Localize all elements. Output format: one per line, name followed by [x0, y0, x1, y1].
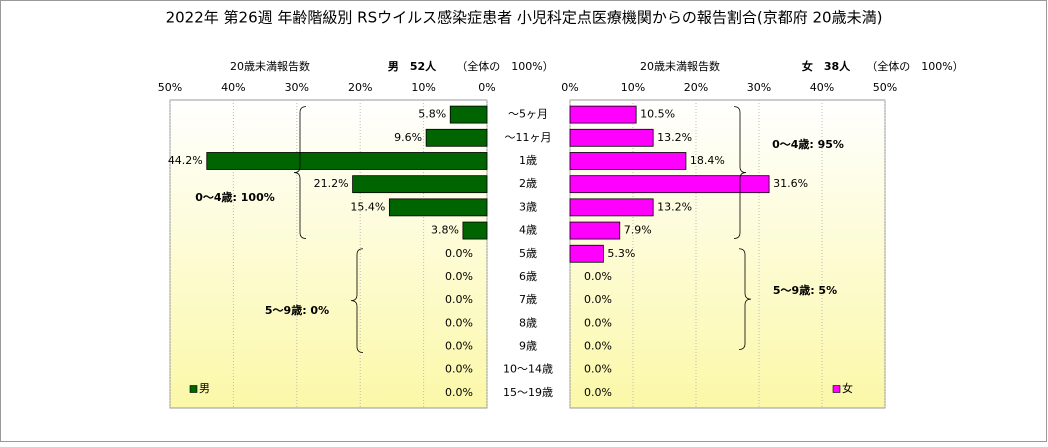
legend-swatch: [832, 385, 841, 393]
category-label: 8歳: [519, 316, 537, 329]
x-tick-label: 40%: [810, 81, 834, 94]
bar: [569, 105, 637, 124]
data-label: 31.6%: [773, 177, 808, 190]
annotation: 5～9歳: 5%: [773, 283, 837, 297]
data-label: 15.4%: [350, 200, 385, 213]
bar: [569, 244, 604, 263]
data-label: 10.5%: [640, 108, 675, 121]
bar: [425, 128, 488, 147]
category-label: 7歳: [519, 293, 537, 306]
data-label: 0.0%: [445, 316, 473, 329]
x-tick-label: 0%: [561, 81, 578, 94]
x-tick-label: 10%: [621, 81, 645, 94]
category-label: 5歳: [519, 247, 537, 260]
category-label: 2歳: [519, 177, 537, 190]
bar: [352, 175, 488, 194]
axis-label: 20歳未満報告数: [640, 60, 720, 73]
bar: [569, 198, 654, 217]
data-label: 5.3%: [607, 247, 635, 260]
data-label: 0.0%: [584, 316, 612, 329]
chart-title: 2022年 第26週 年齢階級別 RSウイルス感染症患者 小児科定点医療機関から…: [166, 9, 883, 27]
category-label: 15～19歳: [503, 386, 553, 399]
data-label: 0.0%: [445, 247, 473, 260]
bar: [206, 152, 488, 170]
bar: [462, 221, 488, 240]
category-label: 6歳: [519, 270, 537, 283]
data-label: 3.8%: [431, 224, 459, 237]
category-label: 9歳: [519, 340, 537, 353]
category-label: ～5ヶ月: [508, 108, 548, 121]
brace: [293, 106, 307, 239]
data-label: 0.0%: [445, 363, 473, 376]
x-tick-label: 10%: [411, 81, 435, 94]
annotation: 0～4歳: 100%: [195, 190, 275, 204]
data-label: 0.0%: [584, 363, 612, 376]
legend-swatch: [189, 385, 198, 393]
brace: [738, 248, 752, 350]
brace: [350, 248, 364, 353]
x-tick-label: 50%: [873, 81, 897, 94]
annotation: 0～4歳: 95%: [772, 137, 844, 151]
category-label: 4歳: [519, 224, 537, 237]
data-label: 0.0%: [445, 340, 473, 353]
x-tick-label: 30%: [747, 81, 771, 94]
category-label: 1歳: [519, 154, 537, 167]
share-label: （全体の 100%）: [456, 59, 553, 73]
data-label: 13.2%: [657, 200, 692, 213]
axis-label: 20歳未満報告数: [230, 60, 310, 73]
plot-area-left: [169, 99, 488, 409]
x-tick-label: 20%: [348, 81, 372, 94]
data-label: 44.2%: [168, 154, 203, 167]
count-label: 男 52人: [388, 59, 437, 73]
count-label: 女 38人: [802, 59, 851, 73]
annotation: 5～9歳: 0%: [265, 303, 329, 317]
data-label: 13.2%: [657, 131, 692, 144]
legend-label: 男: [199, 382, 210, 395]
bar: [569, 152, 687, 170]
bar: [569, 175, 770, 194]
data-label: 0.0%: [584, 386, 612, 399]
bar: [569, 221, 621, 240]
x-tick-label: 0%: [478, 81, 495, 94]
bar: [569, 128, 654, 147]
data-label: 0.0%: [445, 386, 473, 399]
brace: [733, 106, 747, 239]
category-label: 10～14歳: [503, 363, 553, 376]
data-label: 0.0%: [445, 293, 473, 306]
x-tick-label: 30%: [285, 81, 309, 94]
plot-area-right: [569, 99, 886, 409]
category-label: ～11ヶ月: [505, 131, 552, 144]
data-label: 9.6%: [394, 131, 422, 144]
x-tick-label: 50%: [158, 81, 182, 94]
x-tick-label: 40%: [221, 81, 245, 94]
share-label: （全体の 100%）: [866, 59, 963, 73]
data-label: 21.2%: [314, 177, 349, 190]
data-label: 5.8%: [418, 108, 446, 121]
bar: [449, 105, 488, 124]
data-label: 0.0%: [584, 340, 612, 353]
data-label: 0.0%: [445, 270, 473, 283]
legend-label: 女: [842, 381, 853, 395]
data-label: 0.0%: [584, 293, 612, 306]
data-label: 0.0%: [584, 270, 612, 283]
bar: [388, 198, 488, 217]
data-label: 7.9%: [624, 224, 652, 237]
category-label: 3歳: [519, 200, 537, 213]
x-tick-label: 20%: [684, 81, 708, 94]
data-label: 18.4%: [690, 154, 725, 167]
